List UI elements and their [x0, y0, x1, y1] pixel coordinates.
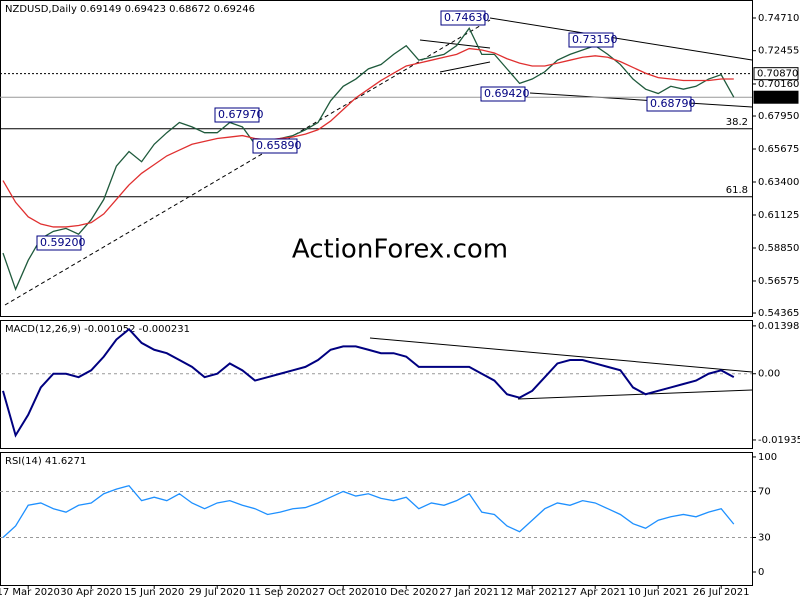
annotation: 0.59200	[40, 236, 86, 249]
y-tick-label: 0.74710	[758, 13, 799, 24]
y-tick-label: 0.56575	[758, 276, 799, 287]
fib-label: 38.2	[726, 117, 748, 128]
watermark: ActionForex.com	[292, 235, 508, 265]
annotation: 0.65890	[256, 139, 302, 152]
x-tick-label: 30 Apr 2020	[60, 587, 122, 598]
panel-frame	[0, 320, 753, 449]
y-tick-label: 0	[758, 567, 764, 578]
panel-title: MACD(12,26,9) -0.001052 -0.000231	[5, 324, 190, 335]
y-tick-label: 0.58850	[758, 243, 799, 254]
y-tick-label: 0.01398	[758, 321, 799, 332]
fib-label: 61.8	[726, 185, 748, 196]
price-label: 0.70870	[757, 69, 798, 80]
y-tick-label: 0.67950	[758, 111, 799, 122]
y-tick-label: 0.70160	[758, 79, 799, 90]
annotation-box	[480, 86, 526, 102]
annotation-box	[214, 107, 260, 123]
x-tick-label: 17 Mar 2020	[0, 587, 60, 598]
annotation: 0.67970	[218, 108, 264, 121]
y-tick-label: 0.54365	[758, 308, 799, 319]
price-label-box	[753, 67, 799, 81]
y-tick-label: 70	[758, 486, 771, 497]
y-tick-label: 0.63400	[758, 177, 799, 188]
panel-title: NZDUSD,Daily 0.69149 0.69423 0.68672 0.6…	[5, 4, 255, 15]
y-tick-label: 30	[758, 532, 771, 543]
y-tick-label: 0.61125	[758, 210, 799, 221]
x-tick-label: 10 Dec 2020	[374, 587, 438, 598]
y-tick-label: 0.65675	[758, 144, 799, 155]
annotation: 0.73150	[572, 33, 618, 46]
annotation: 0.69420	[484, 87, 530, 100]
y-tick-label: 100	[758, 452, 777, 463]
y-tick-label: 0.72455	[758, 46, 799, 57]
x-tick-label: 26 Jul 2021	[693, 587, 750, 598]
price-label: 0.69246	[757, 92, 798, 103]
annotation: 0.74630	[444, 11, 490, 24]
series-line	[2, 47, 734, 228]
x-tick-label: 12 Mar 2021	[500, 587, 563, 598]
x-tick-label: 29 Jul 2020	[189, 587, 246, 598]
panel-frame	[0, 452, 753, 586]
x-tick-label: 11 Sep 2020	[249, 587, 312, 598]
annotation-box	[568, 32, 614, 48]
annotation-box	[36, 235, 82, 251]
x-tick-label: 27 Oct 2020	[312, 587, 374, 598]
x-tick-label: 10 Jun 2021	[628, 587, 688, 598]
y-tick-label: 0.00	[758, 369, 780, 380]
trendlines	[4, 17, 753, 400]
series-line	[2, 484, 735, 538]
price-label-box	[753, 90, 799, 104]
panel-frame	[0, 0, 753, 317]
x-tick-label: 15 Jun 2020	[124, 587, 184, 598]
panel-title: RSI(14) 41.6271	[5, 456, 86, 467]
annotation: 0.68790	[650, 97, 696, 110]
x-tick-label: 27 Apr 2021	[564, 587, 626, 598]
annotation-box	[646, 96, 692, 112]
series-line	[2, 327, 735, 438]
annotation-box	[440, 10, 486, 26]
annotation-box	[252, 138, 298, 154]
series-line	[2, 27, 735, 292]
y-tick-label: -0.019352	[758, 435, 800, 446]
x-tick-label: 27 Jan 2021	[439, 587, 499, 598]
